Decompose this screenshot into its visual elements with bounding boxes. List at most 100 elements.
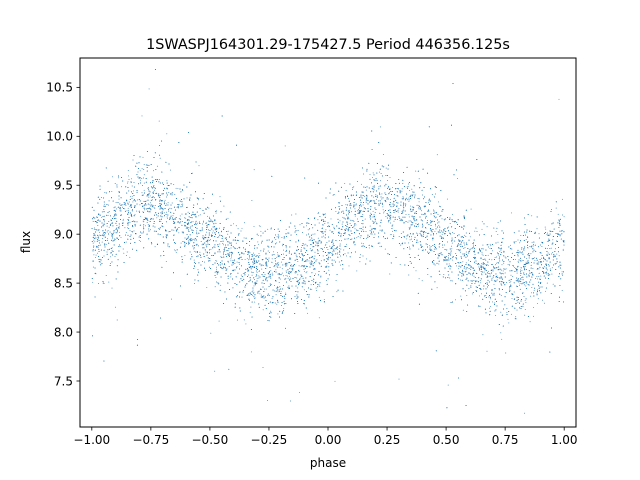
data-point (144, 209, 145, 211)
data-point (271, 297, 273, 299)
data-point (338, 254, 340, 256)
data-point (254, 259, 256, 261)
data-point (243, 272, 245, 274)
data-point (253, 225, 255, 227)
data-point (373, 184, 375, 186)
data-point (382, 206, 384, 208)
data-point (297, 287, 299, 289)
data-point (222, 243, 224, 244)
data-point (372, 172, 374, 174)
data-point (366, 199, 368, 201)
data-point (146, 222, 148, 223)
data-point (443, 274, 445, 276)
data-point (111, 287, 113, 289)
data-point (101, 241, 103, 243)
data-point (503, 273, 505, 275)
data-point (405, 198, 407, 200)
data-point (345, 190, 347, 191)
data-point (441, 233, 443, 235)
data-point (494, 302, 496, 304)
data-point (368, 247, 370, 249)
data-point (154, 246, 156, 248)
data-point (479, 268, 481, 270)
data-point (107, 238, 109, 240)
data-point (561, 230, 563, 232)
data-point (407, 199, 408, 201)
data-point (497, 222, 499, 224)
data-point (340, 248, 342, 250)
data-point (169, 230, 171, 232)
data-point (178, 232, 180, 234)
data-point (249, 312, 251, 314)
data-point (190, 222, 191, 224)
data-point (329, 229, 331, 231)
data-point (145, 200, 147, 202)
data-point (199, 214, 201, 216)
data-point (361, 222, 363, 224)
data-point (254, 298, 256, 299)
data-point (537, 278, 539, 280)
data-point (500, 332, 502, 334)
data-point (258, 225, 260, 227)
data-point (418, 207, 420, 209)
data-point (438, 243, 440, 245)
data-point (429, 245, 431, 247)
data-point (537, 298, 539, 300)
data-point (484, 264, 486, 266)
data-point (184, 254, 186, 256)
data-point (332, 244, 334, 246)
data-point (97, 229, 99, 231)
data-point (186, 197, 188, 199)
data-point (152, 196, 154, 198)
data-point (118, 225, 120, 227)
data-point (172, 223, 174, 225)
data-point (277, 261, 279, 263)
data-point (509, 244, 511, 246)
data-point (251, 266, 253, 268)
data-point (392, 186, 394, 188)
data-point (511, 297, 513, 299)
data-point (302, 232, 303, 233)
data-point (285, 247, 287, 249)
data-point (276, 266, 278, 268)
data-point (108, 211, 110, 212)
data-point (324, 223, 326, 224)
data-point (546, 248, 548, 250)
data-point (260, 230, 262, 232)
data-point (546, 234, 548, 236)
data-point (381, 202, 383, 204)
data-point (524, 299, 526, 301)
data-point (129, 206, 131, 208)
data-point (215, 210, 217, 212)
data-point (517, 253, 519, 255)
data-point (258, 252, 260, 254)
data-point (299, 256, 300, 258)
data-point (269, 320, 270, 322)
data-point (340, 264, 341, 266)
data-point (532, 244, 534, 245)
data-point (124, 227, 126, 229)
data-point (402, 209, 404, 211)
data-point (381, 193, 383, 195)
data-point (107, 214, 109, 216)
data-point (255, 276, 257, 277)
data-point (204, 261, 206, 263)
data-point (444, 244, 446, 246)
data-point (490, 245, 492, 247)
data-point (520, 235, 522, 237)
data-point (470, 287, 472, 288)
data-point (370, 199, 371, 201)
data-point (531, 287, 533, 289)
data-point (324, 244, 326, 246)
data-point (125, 204, 127, 206)
data-point (546, 282, 548, 284)
data-point (339, 243, 341, 245)
data-point (299, 270, 300, 272)
data-point (108, 204, 110, 206)
data-point (260, 265, 262, 267)
data-point (187, 206, 189, 208)
data-point (274, 302, 276, 304)
data-point (289, 277, 291, 279)
data-point (481, 293, 482, 295)
data-point (400, 218, 402, 220)
